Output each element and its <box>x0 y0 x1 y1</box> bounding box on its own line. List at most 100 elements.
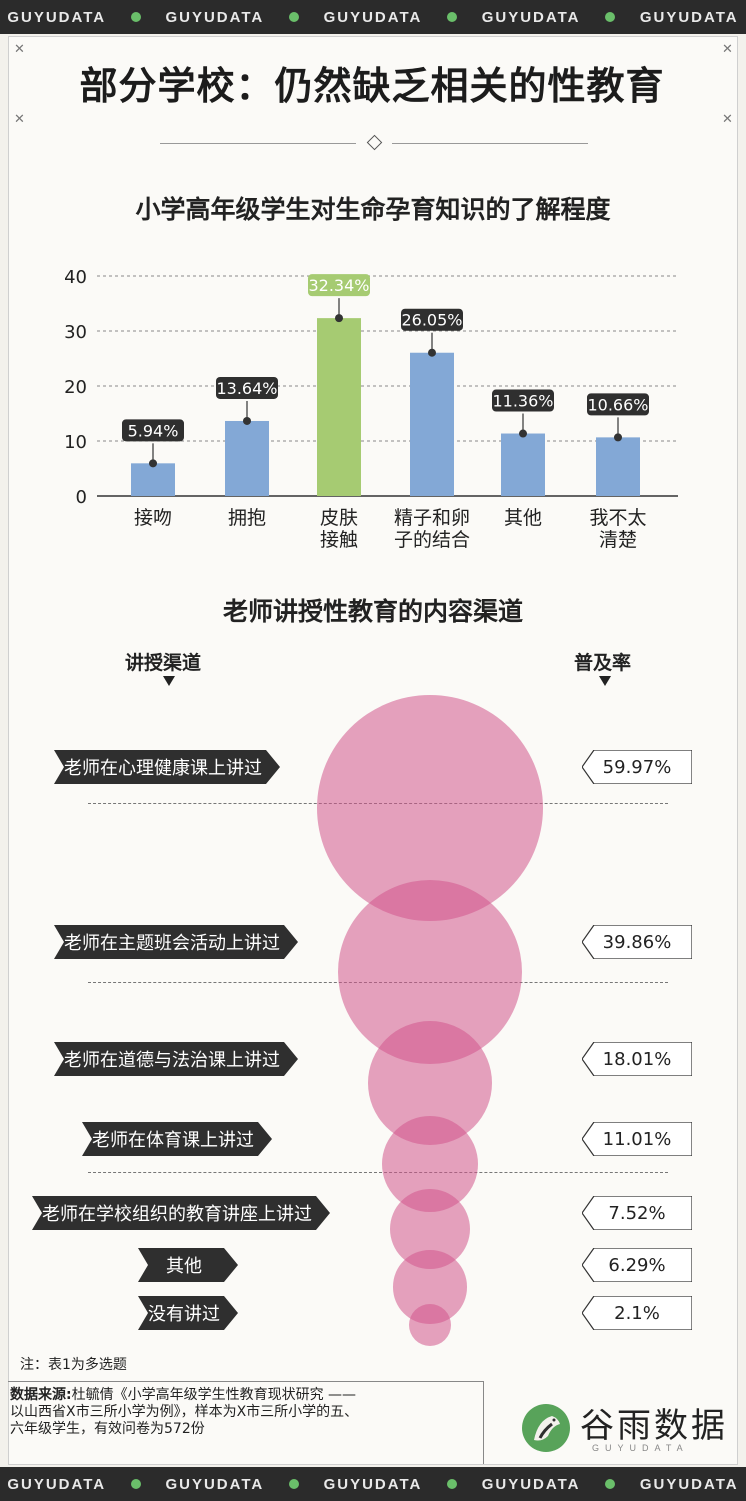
rate-value-text: 11.01% <box>602 1128 672 1150</box>
source-line: 以山西省X市三所小学为例》，样本为X市三所小学的五、 <box>10 1404 359 1420</box>
brand-text: GUYUDATA <box>7 1475 107 1493</box>
logo-text: 谷雨数据 <box>580 1406 728 1446</box>
source-label: 数据来源: <box>10 1387 72 1403</box>
x-tick-label: 其他 <box>504 507 542 529</box>
dot-icon <box>130 12 141 22</box>
data-label: 13.64% <box>216 379 277 398</box>
brand-text: GUYUDATA <box>323 8 423 26</box>
data-label-bg <box>587 393 649 416</box>
label-dot <box>243 416 251 425</box>
label-dot <box>149 459 157 468</box>
brand-band-top: GUYUDATA GUYUDATA GUYUDATA GUYUDATA GUYU… <box>0 0 746 34</box>
data-label: 5.94% <box>128 421 179 440</box>
rate-column-header: 普及率 <box>574 652 632 674</box>
footnote: 注：表1为多选题 <box>20 1354 127 1374</box>
bar <box>317 318 361 496</box>
channel-column-header: 讲授渠道 <box>125 652 202 674</box>
dot-icon <box>447 1479 458 1489</box>
data-label-bg <box>122 419 184 442</box>
x-tick-label: 皮肤 <box>320 507 358 529</box>
corner-x-icon: ✕ <box>722 42 733 57</box>
source-line: 杜毓倩《小学高年级学生性教育现状研究 —— <box>71 1387 357 1403</box>
y-tick-label: 40 <box>64 267 87 288</box>
page-title: 部分学校：仍然缺乏相关的性教育 <box>79 63 665 108</box>
y-tick-label: 0 <box>76 487 87 508</box>
x-tick-label: 拥抱 <box>228 507 266 529</box>
channel-label: 没有讲过 <box>138 1296 238 1330</box>
corner-x-icon: ✕ <box>722 112 733 127</box>
bar <box>131 463 175 496</box>
channel-label: 老师在学校组织的教育讲座上讲过 <box>32 1196 330 1230</box>
rate-value: 18.01% <box>582 1042 692 1076</box>
channel-label: 老师在心理健康课上讲过 <box>54 750 280 784</box>
y-tick-label: 20 <box>64 377 87 398</box>
rate-value: 39.86% <box>582 925 692 959</box>
label-dot <box>428 348 436 357</box>
data-label: 11.36% <box>492 392 553 411</box>
brand-text: GUYUDATA <box>165 1475 265 1493</box>
data-label: 26.05% <box>401 311 462 330</box>
brand-text: GUYUDATA <box>639 1475 739 1493</box>
data-label-bg <box>492 389 554 412</box>
label-dot <box>614 433 622 442</box>
rate-value: 59.97% <box>582 750 692 784</box>
rate-value-text: 6.29% <box>608 1254 666 1276</box>
dot-icon <box>605 1479 616 1489</box>
brand-text: GUYUDATA <box>165 8 265 26</box>
brand-text: GUYUDATA <box>7 8 107 26</box>
corner-x-icon: ✕ <box>14 112 25 127</box>
bar <box>501 433 545 496</box>
data-label-bg <box>308 274 370 297</box>
bar <box>410 352 454 496</box>
brand-text: GUYUDATA <box>323 1475 423 1493</box>
dot-icon <box>130 1479 141 1489</box>
bubble <box>408 1303 452 1347</box>
dot-icon <box>288 12 299 22</box>
data-label: 10.66% <box>587 395 648 414</box>
x-tick-label: 精子和卵 <box>394 507 470 529</box>
header: 部分学校：仍然缺乏相关的性教育 <box>8 36 736 128</box>
triangle-down-icon <box>163 676 175 686</box>
label-dot <box>519 429 527 438</box>
brand-text: GUYUDATA <box>481 8 581 26</box>
data-label: 32.34% <box>308 276 369 295</box>
channel-label: 其他 <box>138 1248 238 1282</box>
channel-label: 老师在主题班会活动上讲过 <box>54 925 298 959</box>
channel-label: 老师在体育课上讲过 <box>82 1122 272 1156</box>
dot-icon <box>288 1479 299 1489</box>
rate-value-text: 18.01% <box>602 1048 672 1070</box>
y-tick-label: 10 <box>64 432 87 453</box>
brand-text: GUYUDATA <box>481 1475 581 1493</box>
source-text: 数据来源:杜毓倩《小学高年级学生性教育现状研究 —— 以山西省X市三所小学为例》… <box>10 1387 480 1438</box>
row-divider <box>88 1172 668 1173</box>
data-label-bg <box>216 376 278 399</box>
triangle-down-icon <box>599 676 611 686</box>
rate-value: 2.1% <box>582 1296 692 1330</box>
rate-value-text: 59.97% <box>602 756 672 778</box>
logo-bird-icon <box>522 1404 570 1452</box>
y-tick-label: 30 <box>64 322 87 343</box>
x-tick-label: 子的结合 <box>394 529 470 551</box>
x-tick-label: 我不太 <box>589 507 646 529</box>
rate-value: 6.29% <box>582 1248 692 1282</box>
rate-value-text: 39.86% <box>602 931 672 953</box>
divider-right <box>392 143 588 144</box>
divider-left <box>160 143 356 144</box>
dot-icon <box>447 12 458 22</box>
corner-x-icon: ✕ <box>14 42 25 57</box>
footnote-text: 注：表1为多选题 <box>20 1357 127 1373</box>
bar <box>596 437 640 496</box>
source-box <box>8 1381 484 1464</box>
x-tick-label: 接触 <box>320 529 358 551</box>
rate-value: 7.52% <box>582 1196 692 1230</box>
rate-value-text: 7.52% <box>608 1202 666 1224</box>
bar <box>225 420 269 496</box>
source-line: 六年级学生，有效问卷为572份 <box>10 1421 205 1437</box>
data-label-bg <box>401 308 463 331</box>
bar-chart-title: 小学高年级学生对生命孕育知识的了解程度 <box>135 195 611 224</box>
x-tick-label: 清楚 <box>599 529 637 551</box>
rate-value-text: 2.1% <box>614 1302 660 1324</box>
x-tick-label: 接吻 <box>134 507 172 529</box>
label-dot <box>335 314 343 323</box>
